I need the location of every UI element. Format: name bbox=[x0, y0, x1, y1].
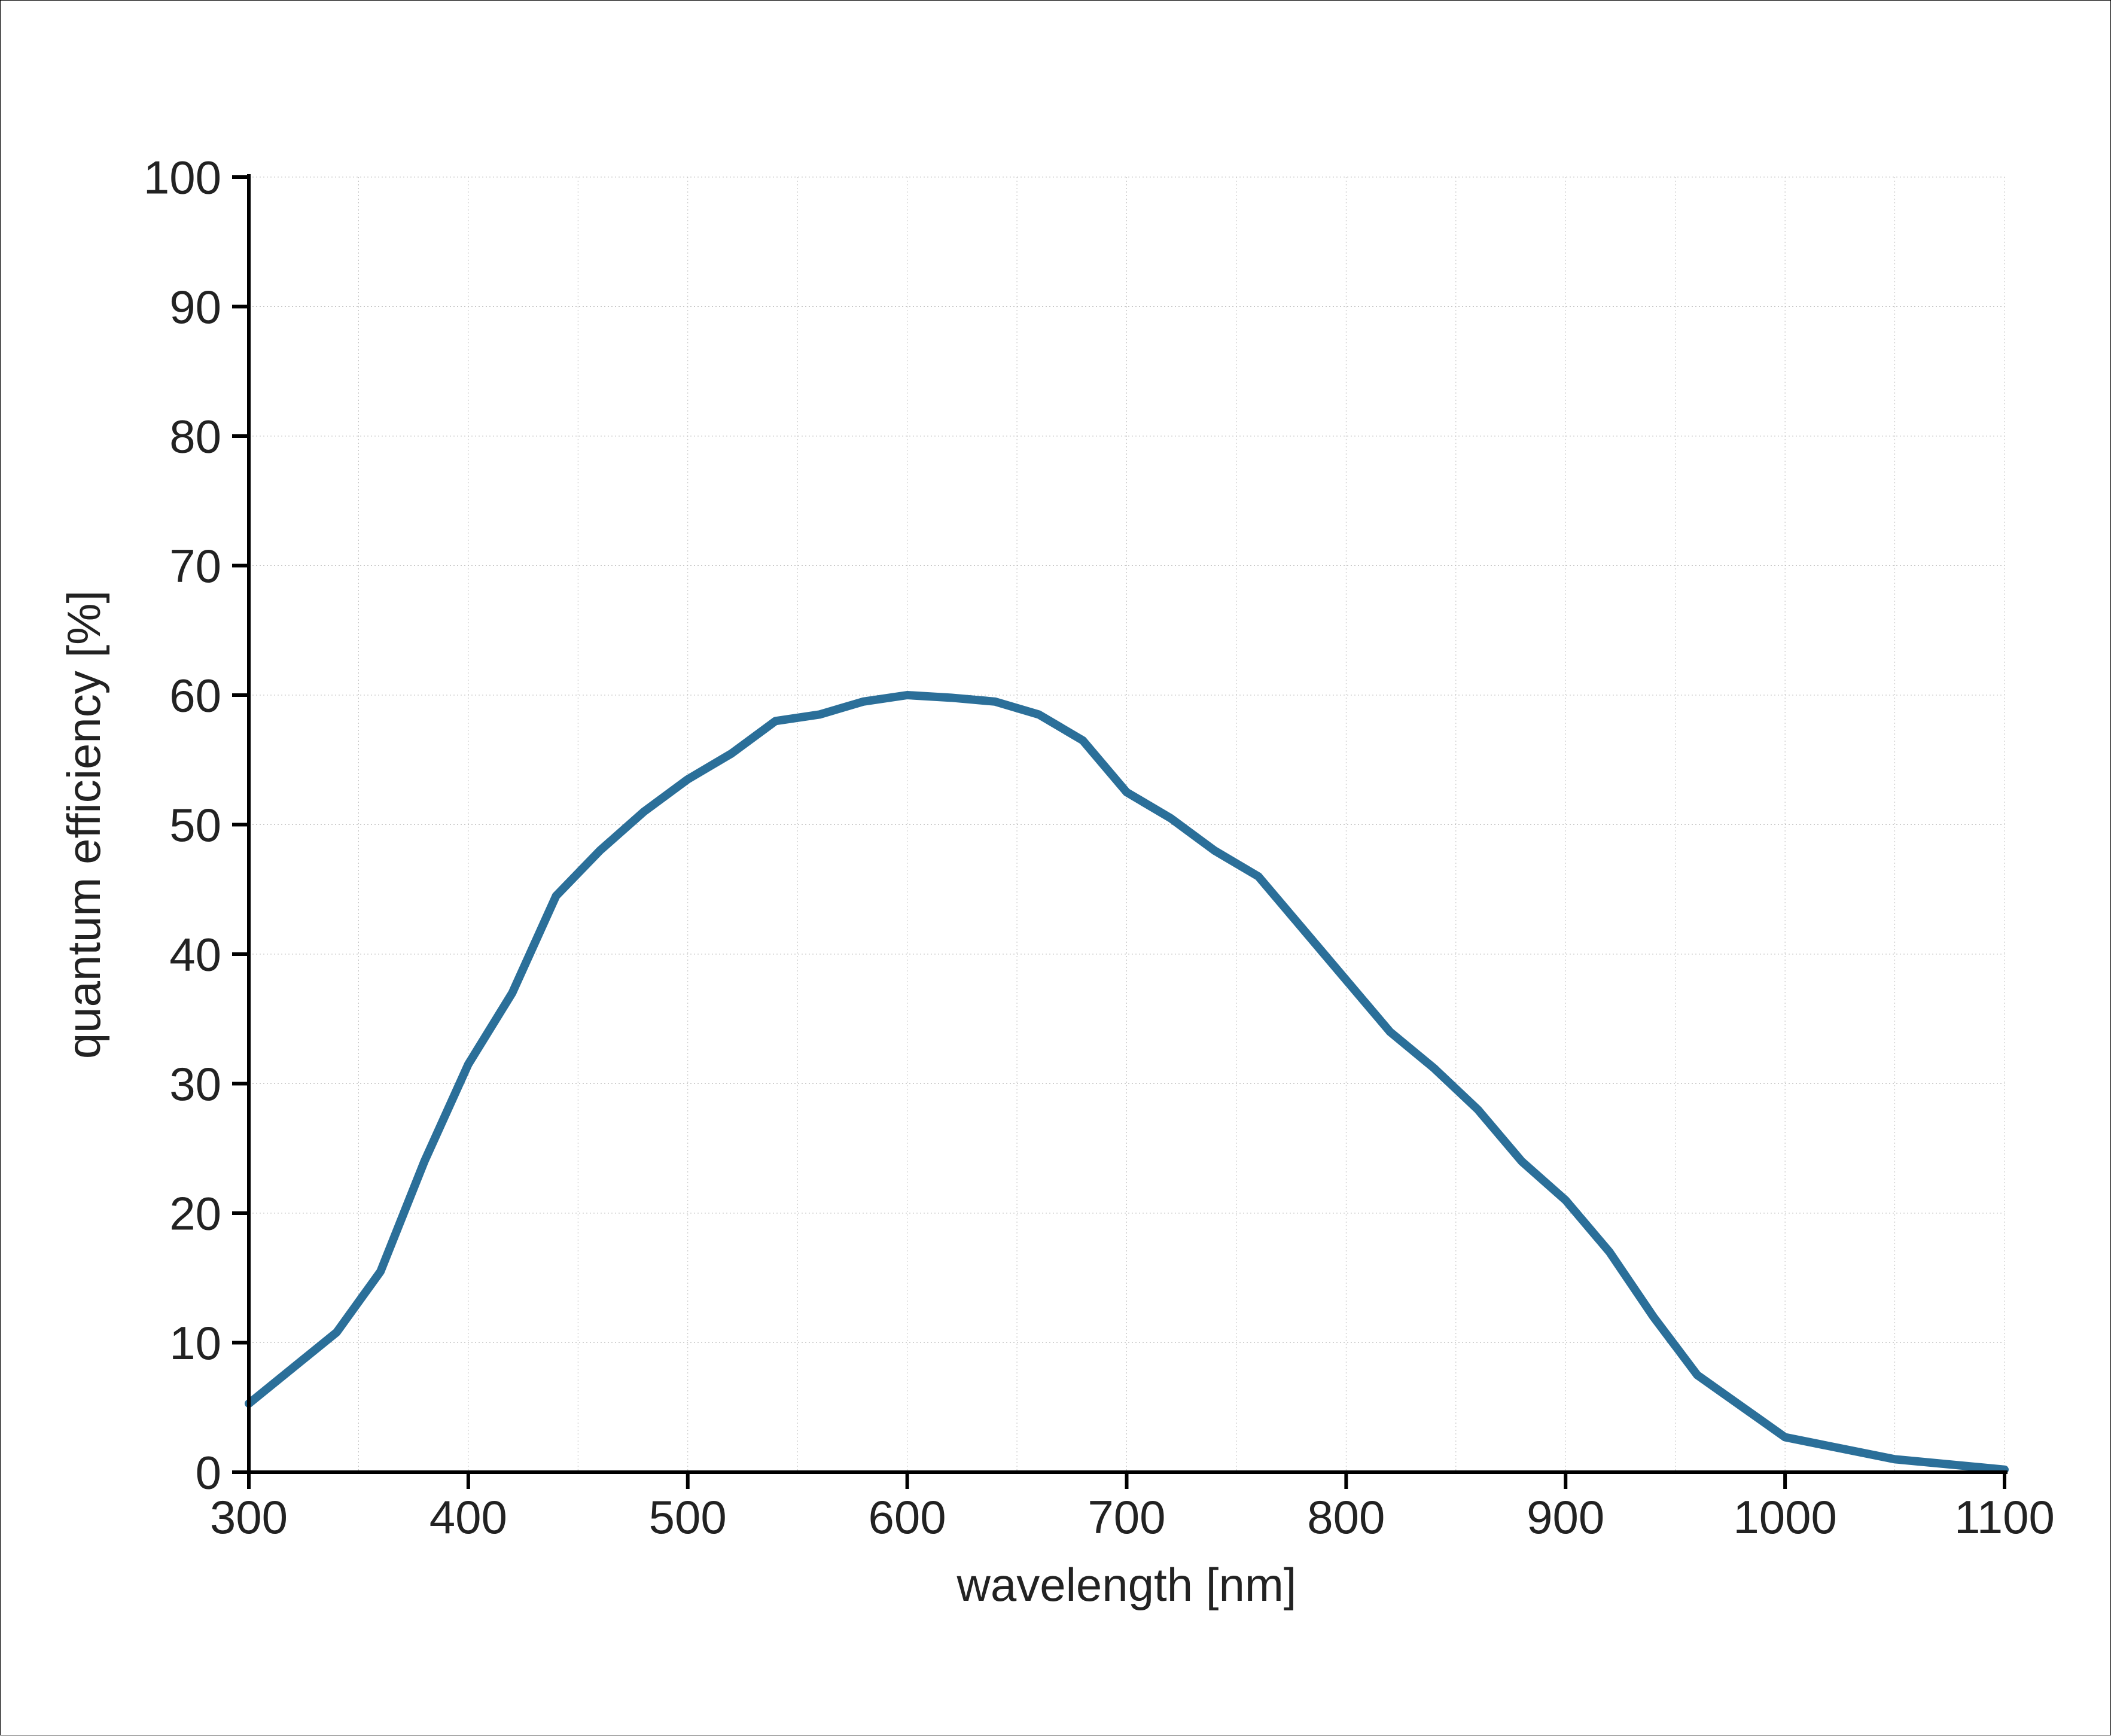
y-tick-label: 90 bbox=[169, 281, 221, 333]
x-tick-label: 400 bbox=[429, 1491, 507, 1543]
x-tick-label: 300 bbox=[210, 1491, 288, 1543]
y-tick-label: 10 bbox=[169, 1317, 221, 1369]
y-tick-label: 100 bbox=[144, 151, 221, 203]
x-tick-label: 1000 bbox=[1733, 1491, 1837, 1543]
y-tick-label: 70 bbox=[169, 540, 221, 592]
y-tick-label: 50 bbox=[169, 799, 221, 851]
y-tick-label: 40 bbox=[169, 928, 221, 980]
y-axis-title: quantum efficiency [%] bbox=[57, 590, 110, 1059]
x-tick-label: 600 bbox=[869, 1491, 946, 1543]
y-tick-label: 20 bbox=[169, 1187, 221, 1239]
y-tick-label: 0 bbox=[196, 1446, 221, 1499]
y-tick-label: 30 bbox=[169, 1058, 221, 1110]
qe-chart: 300 400 500 600 700 800 900 1000 1100 0 10 20 30 40 50… bbox=[0, 0, 2111, 1735]
x-axis-title: wavelength [nm] bbox=[957, 1558, 1297, 1611]
x-tick-label: 1100 bbox=[1954, 1491, 2055, 1543]
y-tick-label: 60 bbox=[169, 669, 221, 721]
x-tick-label: 700 bbox=[1088, 1491, 1165, 1543]
x-tick-label: 900 bbox=[1527, 1491, 1604, 1543]
x-tick-label: 500 bbox=[649, 1491, 727, 1543]
y-tick-label: 80 bbox=[169, 410, 221, 462]
x-tick-label: 800 bbox=[1307, 1491, 1385, 1543]
